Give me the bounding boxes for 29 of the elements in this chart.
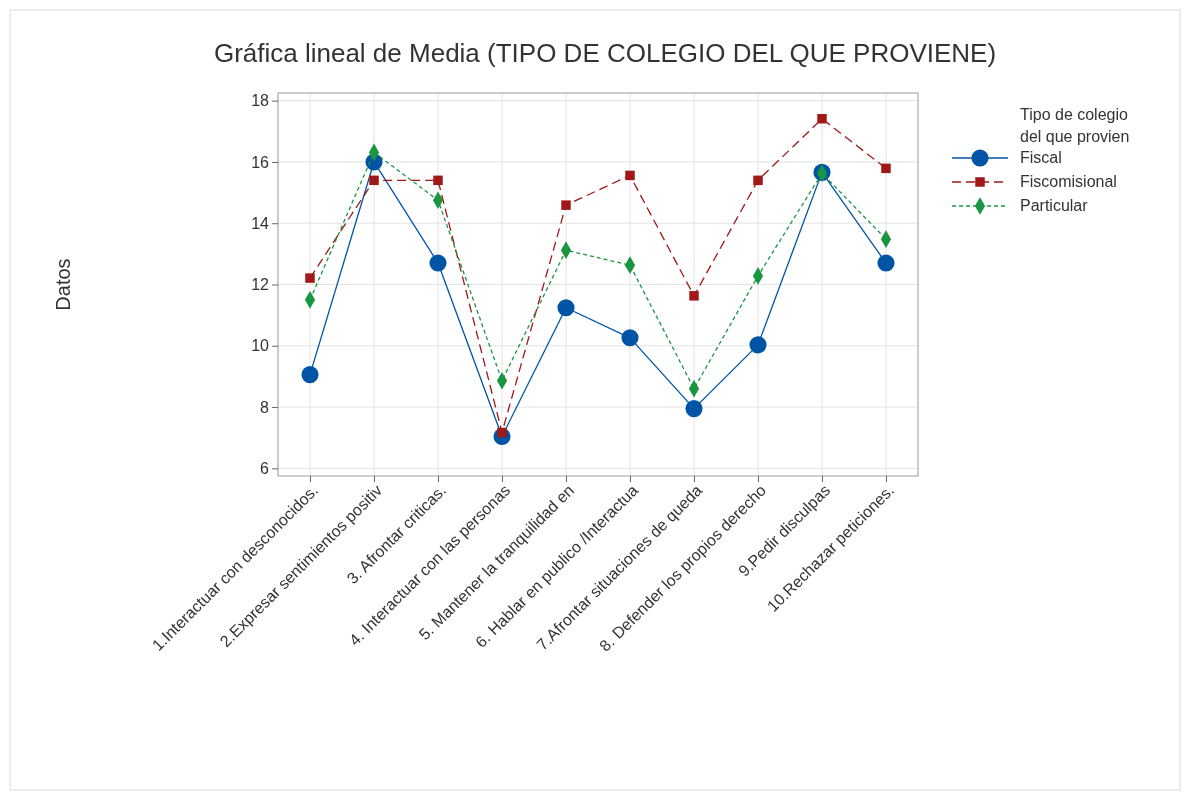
point: [817, 113, 827, 124]
y-tick-label: 12: [251, 276, 270, 294]
legend-label: Particular: [1020, 197, 1089, 214]
point: [557, 299, 575, 317]
y-axis-title: Datos: [52, 258, 74, 311]
legend-title: Tipo de colegio del que provien: [1020, 106, 1130, 145]
chart-title: Gráfica lineal de Media (TIPO DE COLEGIO DEL QUE PROVIENE): [213, 38, 997, 68]
legend-label: Fiscomisional: [1020, 173, 1117, 190]
y-tick-label: 14: [251, 214, 270, 232]
y-tick-label: 18: [251, 92, 270, 110]
point: [621, 329, 639, 347]
point: [685, 400, 703, 418]
point: [877, 254, 895, 272]
y-tick-label: 16: [251, 153, 270, 171]
point: [429, 254, 447, 272]
point: [305, 273, 315, 283]
y-tick-label: 6: [260, 459, 270, 477]
y-tick-label: 10: [251, 337, 270, 355]
point: [301, 366, 319, 384]
point: [369, 175, 379, 186]
point: [561, 200, 571, 210]
point: [433, 175, 443, 186]
point: [753, 175, 763, 186]
point: [881, 163, 891, 174]
point: [749, 336, 767, 354]
legend-label: Fiscal: [1020, 149, 1062, 166]
point: [689, 291, 699, 301]
point: [625, 170, 635, 181]
y-tick-label: 8: [260, 398, 270, 416]
